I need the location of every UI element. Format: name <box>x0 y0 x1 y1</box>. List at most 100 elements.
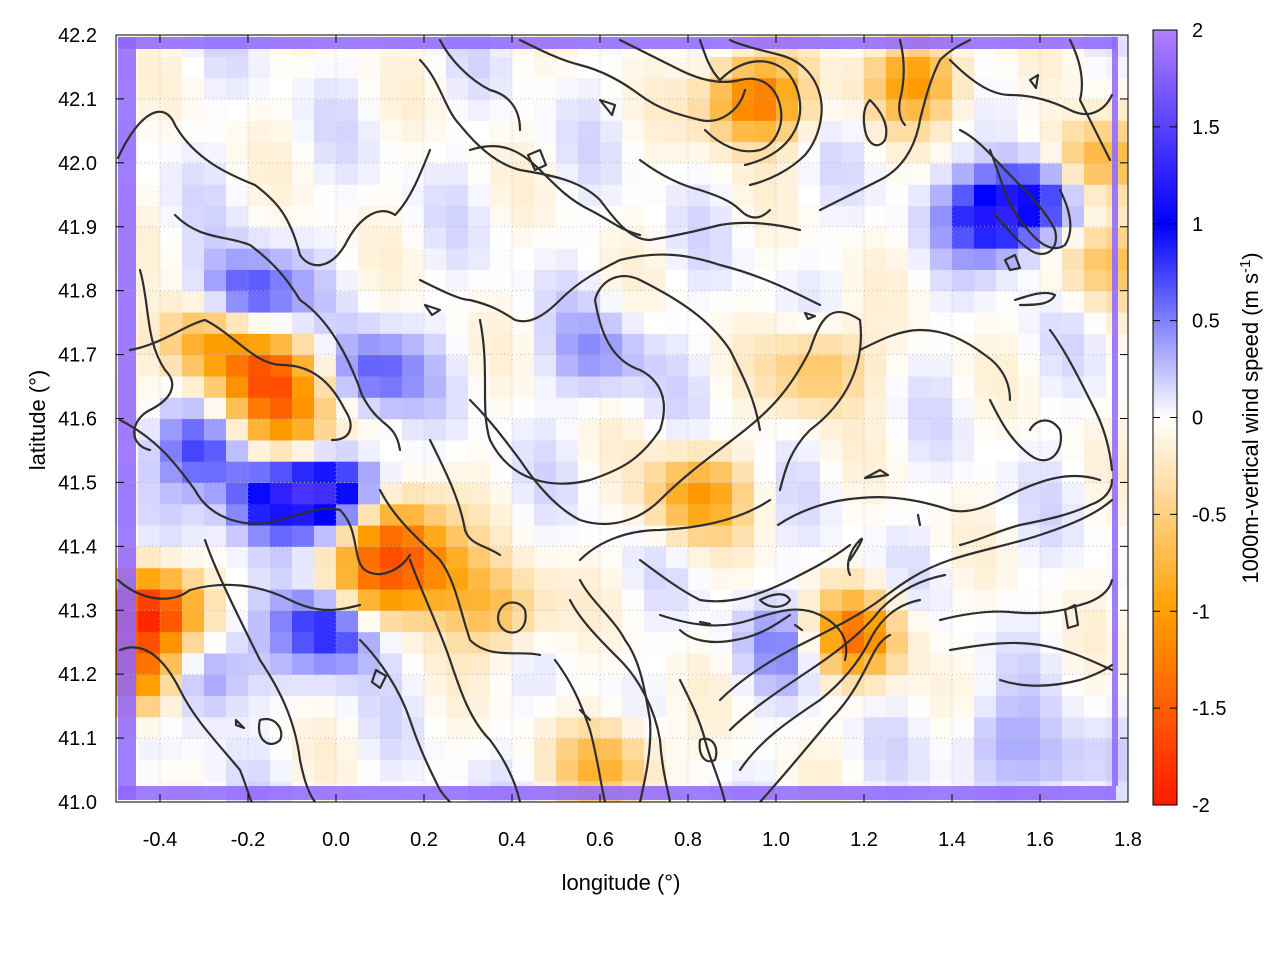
heatmap-cell <box>776 716 799 739</box>
contour-line <box>678 678 727 802</box>
heatmap-cell <box>930 184 953 207</box>
heatmap-cell <box>622 141 645 164</box>
heatmap-cell <box>358 248 381 270</box>
heatmap-cell <box>754 226 777 249</box>
heatmap-cell <box>468 759 491 782</box>
heatmap-cell <box>424 759 447 782</box>
heatmap-cell <box>490 290 513 313</box>
heatmap-cell <box>380 77 403 100</box>
heatmap-cell <box>1084 226 1107 249</box>
heatmap-cell <box>644 482 667 505</box>
heatmap-cell <box>1040 354 1063 377</box>
heatmap-cell <box>402 162 425 185</box>
heatmap-cell <box>1062 120 1085 143</box>
heatmap-cell <box>776 738 799 760</box>
heatmap-cell <box>930 205 953 228</box>
heatmap-cell <box>864 716 887 739</box>
heatmap-cell <box>732 248 755 270</box>
heatmap-cell <box>974 311 997 334</box>
heatmap-cell <box>138 162 161 185</box>
heatmap-cell <box>1062 184 1085 207</box>
heatmap-cell <box>710 546 733 569</box>
heatmap-cell <box>798 439 821 462</box>
heatmap-cell <box>512 439 535 462</box>
heatmap-cell <box>512 674 535 697</box>
heatmap-cell <box>710 759 733 782</box>
heatmap-cell <box>490 269 513 292</box>
heatmap-cell <box>886 184 909 207</box>
heatmap-cell <box>578 98 601 121</box>
heatmap-cell <box>380 141 403 164</box>
heatmap-cell <box>886 98 909 121</box>
heatmap-cell <box>314 503 337 526</box>
heatmap-cell <box>336 205 359 228</box>
heatmap-cell <box>248 439 271 462</box>
heatmap-cell <box>226 759 249 782</box>
heatmap-cell <box>446 631 469 654</box>
heatmap-cell <box>754 184 777 207</box>
heatmap-cell <box>160 674 183 697</box>
heatmap-cell <box>1018 269 1041 292</box>
heatmap-cell <box>996 226 1019 249</box>
heatmap-cell <box>798 631 821 654</box>
heatmap-cell <box>864 311 887 334</box>
heatmap-cell <box>314 738 337 760</box>
heatmap-cell <box>248 567 271 590</box>
heatmap-cell <box>776 546 799 569</box>
heatmap-cell <box>666 226 689 249</box>
heatmap-cell <box>1084 311 1107 334</box>
heatmap-cell <box>908 120 931 143</box>
heatmap-cell <box>732 141 755 164</box>
heatmap-cell <box>996 354 1019 377</box>
heatmap-cell <box>226 588 249 611</box>
x-tick-label: 0.4 <box>498 829 526 851</box>
heatmap-cell <box>380 503 403 526</box>
heatmap-cell <box>820 461 843 484</box>
heatmap-cell <box>336 141 359 164</box>
heatmap-cell <box>292 375 315 398</box>
heatmap-cell <box>952 567 975 590</box>
heatmap-cell <box>930 354 953 377</box>
heatmap-cell <box>1084 610 1107 633</box>
heatmap-cell <box>974 695 997 718</box>
heatmap-cell <box>622 290 645 313</box>
heatmap-cell <box>974 674 997 697</box>
heatmap-cell <box>160 759 183 782</box>
heatmap-cell <box>292 77 315 100</box>
heatmap-cell <box>248 56 271 79</box>
heatmap-cell <box>688 56 711 79</box>
heatmap-cell <box>424 503 447 526</box>
heatmap-cell <box>886 56 909 79</box>
heatmap-cell <box>908 716 931 739</box>
colorbar-tick-label: 0.5 <box>1192 311 1220 333</box>
y-tick-label: 42.0 <box>58 153 97 175</box>
contour-line <box>133 268 174 452</box>
heatmap-cell <box>754 56 777 79</box>
heatmap-cell <box>622 695 645 718</box>
heatmap-cell <box>996 290 1019 313</box>
heatmap-cell <box>138 546 161 569</box>
heatmap-cell <box>754 461 777 484</box>
heatmap-cell <box>1084 354 1107 377</box>
heatmap-cell <box>226 77 249 100</box>
heatmap-cell <box>996 610 1019 633</box>
heatmap-cell <box>402 546 425 569</box>
heatmap-cell <box>336 56 359 79</box>
heatmap-cell <box>534 525 557 547</box>
heatmap-cell <box>908 759 931 782</box>
heatmap-cell <box>490 375 513 398</box>
heatmap-cell <box>270 503 293 526</box>
heatmap-cell <box>886 226 909 249</box>
heatmap-cell <box>732 162 755 185</box>
heatmap-cell <box>842 248 865 270</box>
heatmap-cell <box>754 439 777 462</box>
heatmap-cell <box>336 546 359 569</box>
heatmap-cell <box>182 162 205 185</box>
heatmap-cell <box>886 482 909 505</box>
heatmap-cell <box>204 290 227 313</box>
heatmap-cell <box>358 738 381 760</box>
heatmap-cell <box>600 674 623 697</box>
heatmap-cell <box>204 439 227 462</box>
heatmap-cell <box>556 759 579 782</box>
contour-line <box>618 38 783 153</box>
